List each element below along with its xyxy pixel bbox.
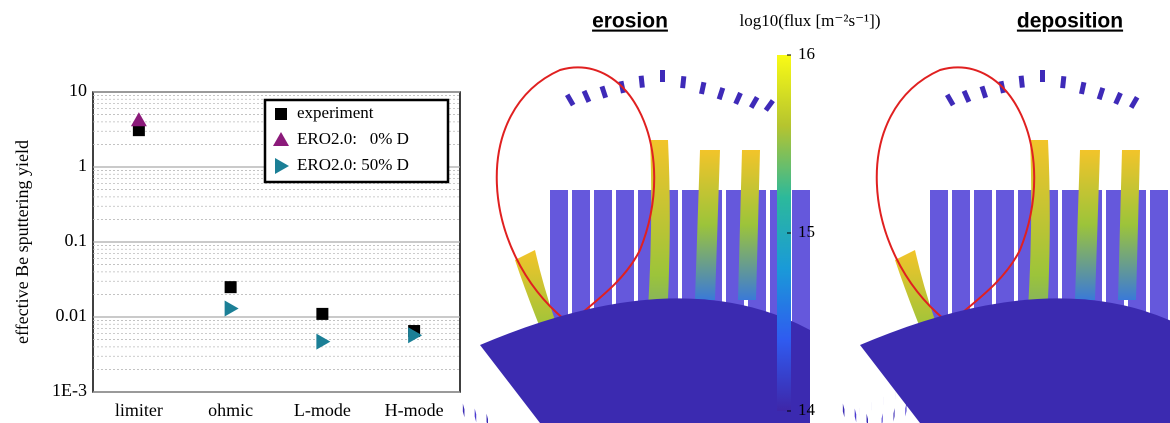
- tile: [1113, 91, 1123, 105]
- tile: [1096, 87, 1106, 101]
- colorbar-tick-label: 15: [798, 222, 815, 241]
- tile: [1129, 95, 1140, 109]
- marker: [316, 333, 331, 350]
- marker: [224, 281, 237, 294]
- marker: [408, 327, 423, 344]
- rendering-title: deposition: [1017, 10, 1123, 33]
- tile: [763, 99, 775, 112]
- separatrix: [875, 66, 1036, 351]
- tile: [1040, 70, 1045, 82]
- tile: [866, 413, 868, 423]
- x-tick-label: limiter: [115, 400, 163, 420]
- colorbar-tick-label: 16: [798, 44, 815, 63]
- renderings: [462, 66, 1170, 423]
- tile: [1079, 81, 1087, 95]
- marker: [132, 124, 145, 137]
- tile: [749, 95, 760, 109]
- limiter-strip: [695, 150, 720, 300]
- y-tick-label: 1: [78, 155, 87, 175]
- tile: [961, 89, 972, 103]
- y-axis-label: effective Be sputtering yield: [12, 140, 32, 344]
- marker: [316, 307, 329, 320]
- tile: [893, 408, 895, 422]
- limiter-strip: [1075, 150, 1100, 300]
- tile: [699, 81, 707, 95]
- tile: [945, 93, 956, 107]
- tile: [979, 85, 989, 99]
- colorbar: [777, 55, 791, 411]
- tile: [462, 403, 465, 418]
- tile: [660, 70, 665, 82]
- divertor: [860, 298, 1170, 423]
- tile: [854, 408, 857, 423]
- divertor: [480, 298, 810, 423]
- separatrix: [495, 66, 656, 351]
- tile: [1060, 75, 1067, 89]
- legend-label: experiment: [297, 103, 374, 122]
- y-tick-label: 10: [69, 80, 87, 100]
- legend-label: ERO2.0: 50% D: [297, 155, 409, 174]
- tile: [842, 403, 845, 418]
- legend: [263, 98, 450, 184]
- y-tick-label: 0.1: [65, 230, 88, 250]
- tile: [680, 75, 687, 89]
- tile: [599, 85, 609, 99]
- tile: [905, 402, 907, 417]
- tile: [486, 413, 488, 423]
- tile: [1018, 75, 1025, 88]
- tile: [792, 190, 810, 360]
- y-tick-label: 0.01: [56, 305, 88, 325]
- tile: [581, 89, 592, 103]
- tile: [565, 93, 576, 107]
- tile: [716, 87, 726, 101]
- limiter-strip: [738, 150, 760, 300]
- tile: [474, 408, 477, 423]
- legend-label: ERO2.0: 0% D: [297, 129, 409, 148]
- colorbar-tick-label: 14: [798, 400, 816, 419]
- tile: [638, 75, 645, 88]
- marker: [130, 112, 147, 127]
- tile: [881, 413, 883, 423]
- x-tick-label: H-mode: [385, 400, 444, 420]
- marker: [224, 300, 239, 317]
- tile: [733, 91, 743, 105]
- x-tick-label: L-mode: [294, 400, 351, 420]
- y-tick-label: 1E-3: [52, 380, 87, 400]
- rendering-title: erosion: [592, 10, 668, 33]
- x-tick-label: ohmic: [208, 400, 253, 420]
- colorbar-label: log10(flux [m⁻²s⁻¹]): [740, 11, 881, 30]
- legend-marker: [273, 132, 289, 146]
- limiter-strip: [1118, 150, 1140, 300]
- legend-marker: [275, 158, 289, 174]
- legend-marker: [275, 108, 287, 120]
